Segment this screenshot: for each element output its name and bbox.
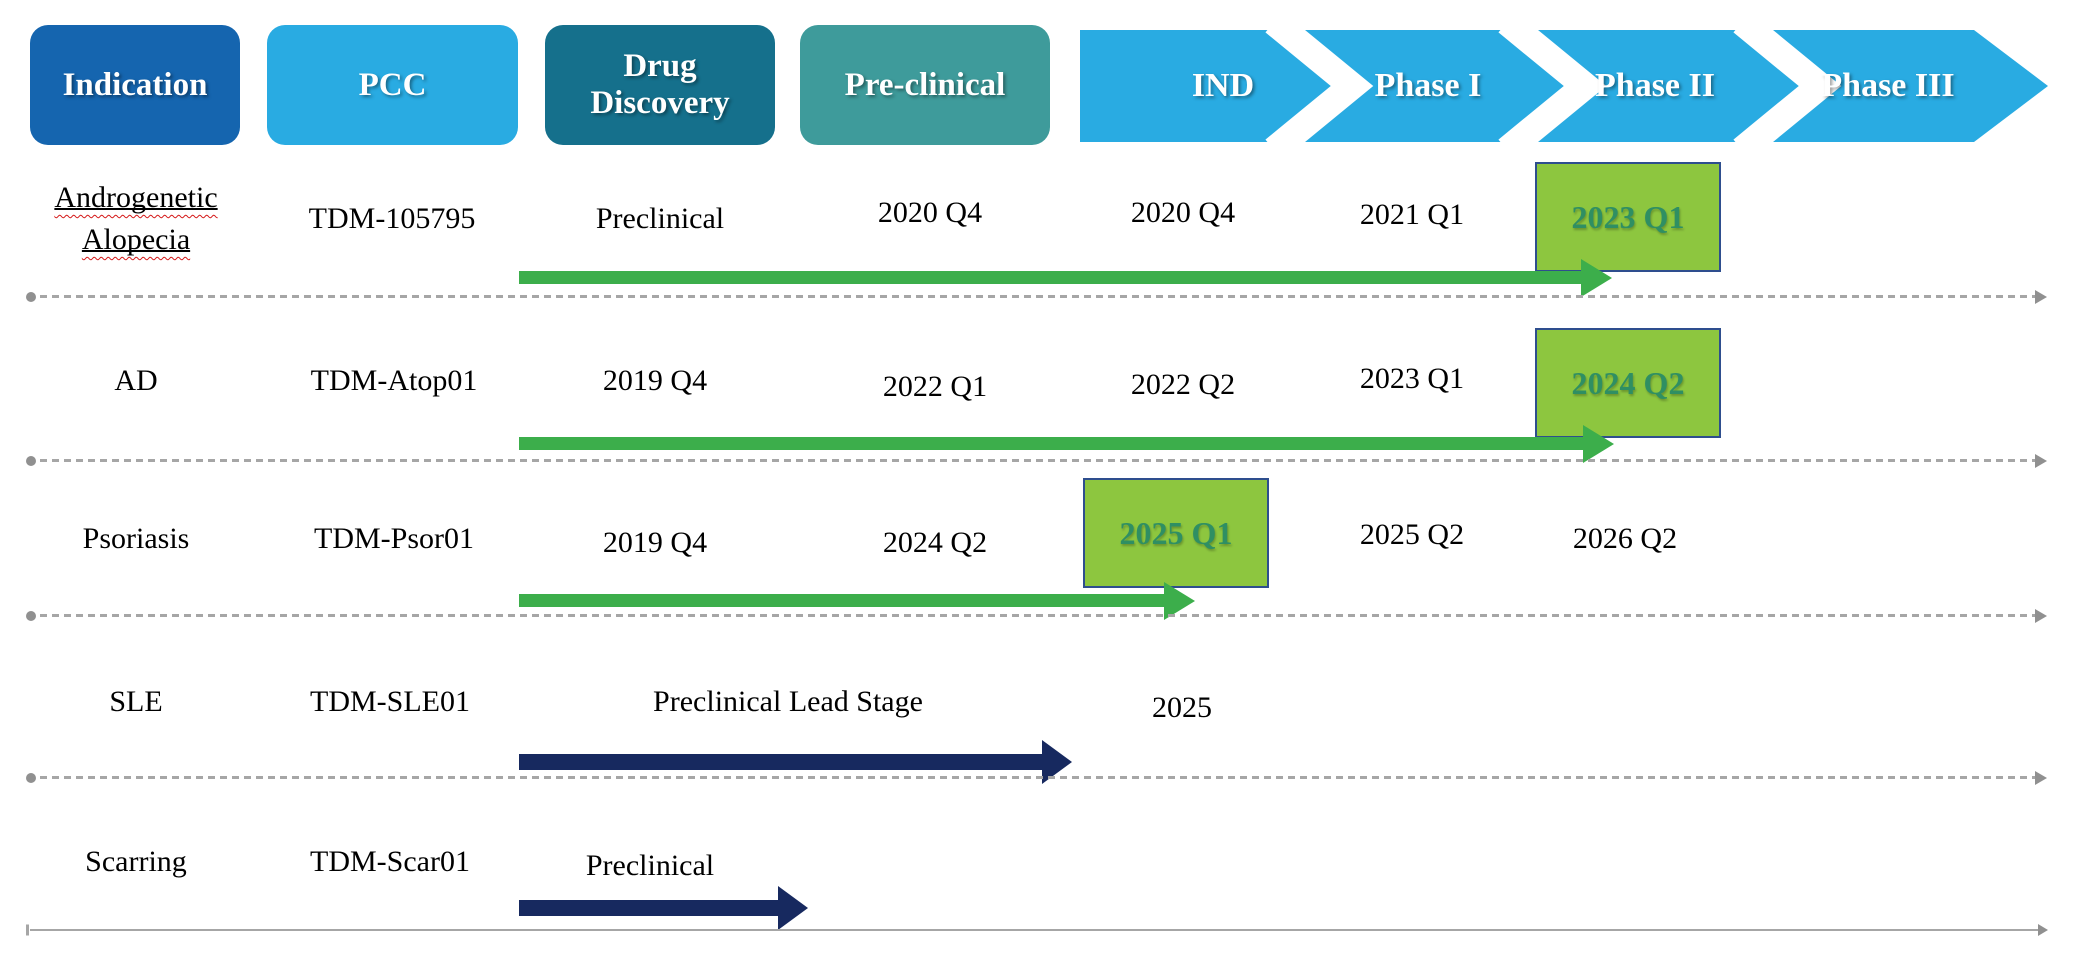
row-separator	[40, 776, 2035, 779]
timeline-arrow-navy	[519, 754, 1042, 770]
row-separator	[40, 295, 2035, 298]
cell-drug-discovery: Preclinical	[595, 202, 725, 235]
stage-box-drug-discovery: Drug Discovery	[545, 25, 775, 145]
timeline-arrow-green	[519, 594, 1164, 607]
cell-pcc: TDM-SLE01	[310, 685, 470, 718]
cell-phase-2: 2026 Q2	[1572, 522, 1678, 555]
milestone-highlight-box: 2025 Q1	[1083, 478, 1269, 588]
phase-chevron-ind: IND	[1191, 67, 1255, 104]
cell-ind: 2020 Q4	[1130, 196, 1236, 229]
timeline-arrow-green	[519, 271, 1581, 284]
cell-pcc: TDM-Scar01	[310, 845, 470, 878]
bottom-separator	[30, 929, 2038, 931]
cell-phase-1: 2023 Q1	[1359, 362, 1465, 395]
cell-drug-discovery: Preclinical	[585, 849, 715, 882]
cell-discovery-preclinical: Preclinical Lead Stage	[653, 685, 923, 718]
milestone-label: 2024 Q2	[1571, 364, 1685, 401]
milestone-highlight-box: 2024 Q2	[1535, 328, 1721, 438]
milestone-label: 2025 Q1	[1119, 514, 1233, 551]
timeline-arrow-green	[519, 437, 1583, 450]
cell-phase-1: 2021 Q1	[1359, 198, 1465, 231]
cell-pre-clinical: 2024 Q2	[882, 526, 988, 559]
indication-line-2: Alopecia	[81, 223, 191, 256]
cell-phase-1: 2025 Q2	[1359, 518, 1465, 551]
milestone-label: 2023 Q1	[1571, 198, 1685, 235]
row-separator	[40, 459, 2035, 462]
cell-indication: Psoriasis	[82, 522, 190, 555]
cell-indication: Scarring	[85, 845, 187, 878]
cell-indication: AD	[114, 364, 158, 397]
stage-box-pre-clinical: Pre-clinical	[800, 25, 1050, 145]
cell-ind: 2025	[1152, 691, 1212, 724]
stage-box-label: Pre-clinical	[844, 66, 1006, 103]
phase-chevron-phase-3: Phase III	[1821, 67, 1955, 104]
timeline-arrow-navy	[519, 900, 778, 916]
cell-pcc: TDM-Psor01	[313, 522, 475, 555]
stage-box-label: PCC	[358, 66, 427, 103]
chevron-separator	[1498, 30, 1607, 142]
phase-chevron-band	[1080, 30, 2048, 142]
cell-drug-discovery: 2019 Q4	[602, 364, 708, 397]
cell-ind: 2022 Q2	[1130, 368, 1236, 401]
stage-box-label: Drug Discovery	[590, 48, 730, 121]
chevron-separator	[1265, 30, 1374, 142]
indication-line-1: Androgenetic	[54, 181, 218, 214]
stage-box-indication: Indication	[30, 25, 240, 145]
cell-pre-clinical: 2020 Q4	[877, 196, 983, 229]
cell-pre-clinical: 2022 Q1	[882, 370, 988, 403]
cell-drug-discovery: 2019 Q4	[602, 526, 708, 559]
stage-box-label: Indication	[62, 66, 208, 103]
phase-chevron-phase-2: Phase II	[1595, 67, 1715, 104]
cell-indication: SLE	[109, 685, 163, 718]
phase-chevron-phase-1: Phase I	[1374, 67, 1482, 104]
cell-indication: Androgenetic Alopecia	[54, 177, 217, 261]
cell-pcc: TDM-105795	[308, 202, 476, 235]
milestone-highlight-box: 2023 Q1	[1535, 162, 1721, 272]
stage-box-pcc: PCC	[267, 25, 518, 145]
row-separator	[40, 614, 2035, 617]
cell-pcc: TDM-Atop01	[310, 364, 478, 397]
chevron-separator	[1733, 30, 1842, 142]
